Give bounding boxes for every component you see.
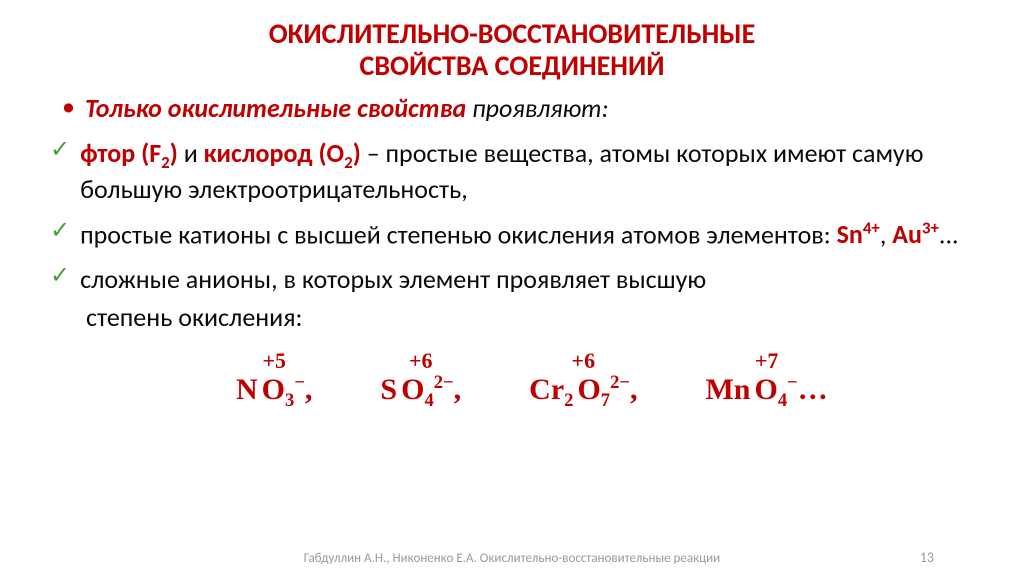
o-close: ) xyxy=(353,137,361,169)
intro-bullet: • Только окислительные свойства проявляю… xyxy=(48,92,976,125)
item2: ✓ простые катионы с высшей степенью окис… xyxy=(48,218,976,251)
slide-title: ОКИСЛИТЕЛЬНО-ВОССТАНОВИТЕЛЬНЫЕ СВОЙСТВА … xyxy=(48,18,976,82)
oxidation-state: +6 xyxy=(409,348,433,374)
f-label: фтор (F xyxy=(80,137,161,169)
item3-text: сложные анионы, в которых элемент проявл… xyxy=(80,263,706,296)
footer-text: Габдуллин А.Н., Никоненко Е.А. Окислител… xyxy=(0,551,1024,566)
ion-formula: SO42−, xyxy=(380,372,461,412)
au-sup: 3+ xyxy=(922,218,939,239)
item2-lead: простые катионы с высшей степенью окисле… xyxy=(80,218,836,250)
sn: Sn xyxy=(837,218,863,250)
formula: +6Cr2O72−, xyxy=(529,348,637,412)
sn-sup: 4+ xyxy=(863,218,880,239)
item2-tail: ... xyxy=(939,218,959,250)
item1-text: фтор (F2) и кислород (О2) – простые веще… xyxy=(80,137,976,206)
intro-text: Только окислительные свойства проявляют: xyxy=(85,92,609,125)
formula: +5NO3−, xyxy=(236,348,312,412)
page-number: 13 xyxy=(920,549,934,566)
check-icon: ✓ xyxy=(50,218,70,251)
item3-l2: степень окисления: xyxy=(86,301,303,333)
intro-lead: Только окислительные свойства xyxy=(85,92,466,124)
and: и xyxy=(178,137,204,169)
item1: ✓ фтор (F2) и кислород (О2) – простые ве… xyxy=(48,137,976,206)
disc-icon: • xyxy=(62,92,75,125)
title-line2: СВОЙСТВА СОЕДИНЕНИЙ xyxy=(360,48,665,83)
au: Au xyxy=(892,218,922,250)
f-close: ) xyxy=(170,137,178,169)
formula-row: +5NO3−,+6SO42−,+6Cr2O72−,+7MnO4−… xyxy=(48,348,976,412)
oxidation-state: +5 xyxy=(262,348,286,374)
sep: , xyxy=(880,218,892,250)
formula: +6SO42−, xyxy=(380,348,461,412)
formula: +7MnO4−… xyxy=(705,348,827,412)
ion-formula: NO3−, xyxy=(236,372,312,412)
oxidation-state: +6 xyxy=(572,348,596,374)
item3: ✓ сложные анионы, в которых элемент проя… xyxy=(48,263,976,296)
ion-formula: Cr2O72−, xyxy=(529,372,637,412)
intro-rest: проявляют: xyxy=(466,92,608,124)
item3-line2: степень окисления: xyxy=(86,301,976,334)
check-icon: ✓ xyxy=(50,263,70,296)
o-sub: 2 xyxy=(344,152,353,173)
oxidation-state: +7 xyxy=(755,348,779,374)
title-line1: ОКИСЛИТЕЛЬНО-ВОССТАНОВИТЕЛЬНЫЕ xyxy=(269,16,756,51)
o-label: кислород (О xyxy=(204,137,345,169)
item2-text: простые катионы с высшей степенью окисле… xyxy=(80,218,959,251)
check-icon: ✓ xyxy=(50,137,70,206)
ion-formula: MnO4−… xyxy=(705,372,827,412)
f-sub: 2 xyxy=(161,152,170,173)
item3-l1: сложные анионы, в которых элемент проявл… xyxy=(80,263,706,295)
